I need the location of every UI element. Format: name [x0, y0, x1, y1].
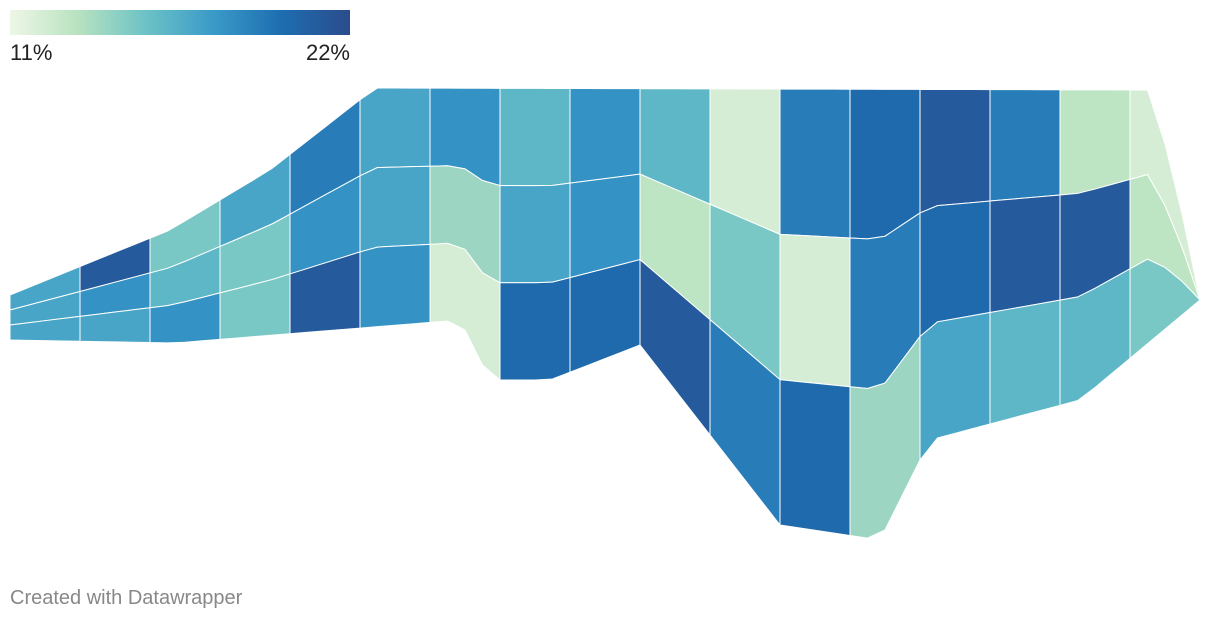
- county: [989, 299, 1061, 425]
- legend-max-label: 22%: [306, 40, 350, 65]
- county: [1129, 258, 1201, 360]
- county: [989, 89, 1061, 202]
- county: [499, 182, 571, 284]
- county: [359, 165, 431, 253]
- county: [499, 277, 571, 381]
- counties: [9, 87, 1201, 539]
- county: [779, 379, 851, 537]
- county: [359, 87, 431, 177]
- county: [779, 88, 851, 239]
- county: [1059, 89, 1131, 196]
- county: [359, 243, 431, 329]
- county: [849, 88, 921, 240]
- footer: Created with Datawrapper: [10, 587, 243, 609]
- legend-min-label: 11%: [10, 40, 52, 65]
- county: [989, 194, 1061, 314]
- legend-gradient: [10, 10, 350, 35]
- county: [569, 258, 641, 373]
- county: [779, 233, 851, 388]
- county: [569, 88, 641, 184]
- county: [919, 88, 991, 214]
- county: [499, 87, 571, 187]
- county: [919, 311, 991, 462]
